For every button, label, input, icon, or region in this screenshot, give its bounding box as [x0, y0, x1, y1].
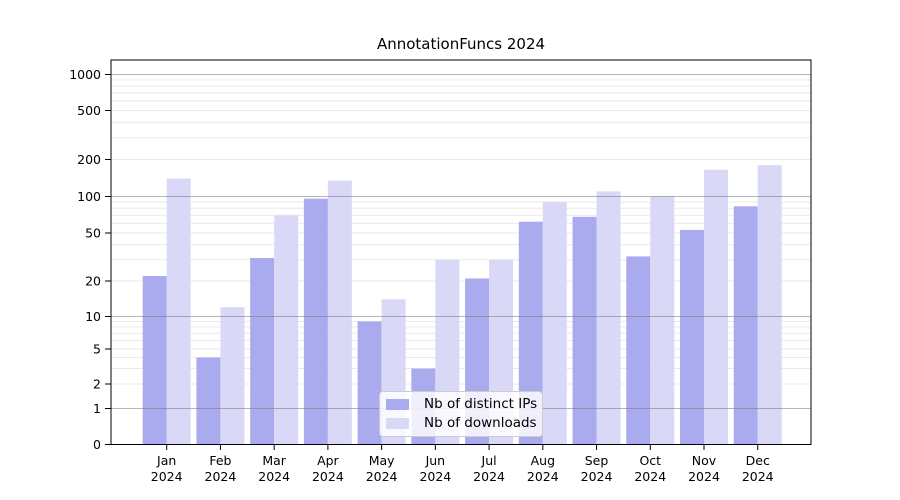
- y-tick-label: 50: [85, 226, 101, 241]
- bar-ips-sep: [572, 216, 597, 445]
- bar-downloads-oct: [650, 196, 675, 445]
- x-tick-label-year: 2024: [527, 469, 559, 484]
- x-tick-label-month: Nov: [692, 453, 717, 468]
- x-tick-label-month: Apr: [317, 453, 339, 468]
- x-tick-label-year: 2024: [742, 469, 774, 484]
- legend-swatch-downloads-icon: [386, 417, 409, 429]
- bar-ips-nov: [680, 229, 704, 445]
- x-tick-label-month: Aug: [531, 453, 555, 468]
- axes-frame: [110, 59, 812, 445]
- bar-downloads-aug: [542, 202, 567, 445]
- bar-ips-jan: [142, 276, 167, 445]
- y-tick-label: 20: [85, 274, 101, 289]
- x-tick-label-month: Feb: [209, 453, 231, 468]
- bar-downloads-nov: [704, 169, 728, 445]
- bar-downloads-apr: [327, 180, 352, 445]
- y-tick-label: 100: [77, 189, 101, 204]
- bar-downloads-mar: [274, 215, 299, 445]
- x-tick-label-year: 2024: [205, 469, 237, 484]
- x-tick-label-year: 2024: [258, 469, 290, 484]
- y-tick-label: 0: [93, 437, 101, 452]
- x-tick-label-month: Jun: [425, 453, 446, 468]
- x-tick-label-month: Dec: [746, 453, 770, 468]
- legend-swatch-distinct-ips-icon: [386, 399, 409, 411]
- x-tick-label-year: 2024: [473, 469, 505, 484]
- x-tick-label-month: Jul: [481, 453, 497, 468]
- bar-ips-dec: [733, 206, 758, 445]
- y-tick-label: 5: [93, 342, 101, 357]
- y-tick-label: 1000: [69, 67, 101, 82]
- legend-label-distinct-ips: Nb of distinct IPs: [424, 396, 538, 412]
- x-tick-label-month: Jan: [156, 453, 176, 468]
- bar-ips-feb: [196, 357, 221, 445]
- bar-ips-apr: [303, 198, 328, 445]
- x-tick-label-month: Oct: [639, 453, 661, 468]
- bar-downloads-dec: [757, 165, 782, 445]
- x-tick-label-month: Mar: [262, 453, 286, 468]
- bar-ips-mar: [250, 258, 275, 445]
- x-tick-label-year: 2024: [419, 469, 451, 484]
- x-tick-label-year: 2024: [312, 469, 344, 484]
- y-tick-label: 1: [93, 401, 101, 416]
- x-tick-label-month: May: [369, 453, 395, 468]
- x-tick-label-year: 2024: [366, 469, 398, 484]
- chart-title: AnnotationFuncs 2024: [376, 35, 546, 53]
- legend-row-distinct-ips: Nb of distinct IPs: [386, 396, 542, 412]
- y-tick-label: 500: [77, 103, 101, 118]
- y-tick-label: 2: [93, 377, 101, 392]
- legend-row-downloads: Nb of downloads: [386, 414, 542, 431]
- legend-label-downloads: Nb of downloads: [424, 414, 537, 431]
- x-tick-label-year: 2024: [151, 469, 183, 484]
- bar-downloads-jan: [166, 178, 191, 445]
- bar-ips-may: [357, 321, 382, 445]
- bar-ips-oct: [626, 256, 651, 445]
- y-tick-label: 200: [77, 152, 101, 167]
- x-tick-label-year: 2024: [634, 469, 666, 484]
- bar-downloads-sep: [596, 191, 621, 445]
- legend: Nb of distinct IPs Nb of downloads: [379, 391, 543, 437]
- x-tick-label-month: Sep: [585, 453, 609, 468]
- y-tick-label: 10: [85, 309, 101, 324]
- x-tick-label-year: 2024: [581, 469, 613, 484]
- x-tick-label-year: 2024: [688, 469, 720, 484]
- bar-downloads-feb: [220, 307, 245, 445]
